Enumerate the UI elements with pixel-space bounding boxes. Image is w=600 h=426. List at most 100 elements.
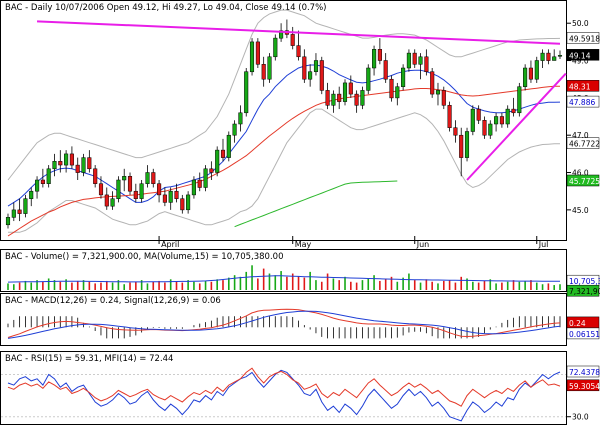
candle	[360, 86, 365, 110]
price-axis-tick-label: 49.0	[572, 57, 589, 66]
volume-tag: 10,705,38	[566, 274, 600, 287]
candle	[406, 49, 411, 72]
candle	[453, 120, 458, 143]
price-tag: 46.7722	[566, 137, 600, 149]
candle	[75, 157, 80, 180]
macd-line	[7, 308, 561, 338]
candle-body	[273, 37, 278, 58]
candle	[557, 50, 563, 60]
candle-body	[453, 127, 458, 136]
candle-body	[157, 183, 162, 196]
candle	[447, 101, 452, 132]
candle-body	[534, 60, 539, 80]
candle-body	[424, 56, 429, 72]
candle	[325, 82, 330, 110]
rsi-panel-frame	[0, 351, 567, 425]
candle	[46, 165, 51, 188]
candle	[69, 146, 74, 169]
candle	[435, 82, 441, 106]
candle	[249, 38, 255, 76]
candle-body	[383, 60, 388, 80]
candle	[226, 131, 231, 162]
candle-body	[342, 82, 348, 102]
volume-tag-text: 10,705,38	[569, 277, 600, 286]
price-tag-text: 46.7722	[569, 140, 600, 149]
candle	[412, 49, 417, 68]
price-panel-title: BAC - Daily 10/07/2006 Open 49.12, Hi 49…	[5, 3, 327, 13]
candle-body	[348, 82, 353, 95]
candle	[534, 56, 539, 83]
candle	[244, 68, 249, 117]
candle	[162, 187, 167, 207]
candle-body	[290, 34, 295, 46]
candle	[157, 180, 162, 203]
candle-body	[528, 67, 533, 80]
candle-body	[406, 52, 411, 69]
candle	[139, 180, 144, 203]
candle	[313, 53, 319, 76]
price-tag-text: 47.886	[569, 98, 595, 107]
month-label: Jul	[538, 240, 549, 249]
candle-body	[145, 172, 150, 184]
candle	[470, 105, 475, 136]
candle-body	[459, 134, 464, 158]
candle-body	[116, 179, 121, 199]
candle-body	[354, 93, 359, 106]
candle	[290, 26, 295, 50]
candle-body	[476, 108, 481, 121]
candle	[116, 176, 121, 203]
candle	[98, 176, 104, 199]
candle-body	[499, 116, 504, 125]
candle-body	[93, 168, 98, 184]
candle	[348, 75, 353, 98]
candle-body	[35, 179, 40, 192]
candle-body	[139, 183, 144, 199]
sma-short-line	[7, 64, 561, 207]
candle-body	[412, 52, 417, 65]
price-tag: 49.5918	[566, 32, 600, 44]
candle-body	[238, 112, 243, 125]
candle	[58, 150, 63, 173]
rsi-tag: 72.4378	[566, 365, 600, 378]
candle-body	[377, 49, 382, 61]
candle-body	[552, 56, 557, 61]
month-label: Jun	[416, 240, 430, 249]
candle-body	[482, 120, 487, 136]
candle	[220, 138, 226, 162]
candle	[191, 176, 196, 199]
candle	[482, 116, 487, 139]
candle-body	[435, 90, 441, 95]
candle-body	[557, 55, 563, 57]
price-tag-text: 49.5918	[569, 34, 600, 43]
candle-body	[319, 60, 324, 91]
candle	[331, 90, 336, 113]
candle	[372, 45, 377, 76]
price-tag-box	[566, 137, 600, 149]
candle-body	[46, 168, 51, 184]
candle-body	[215, 149, 220, 173]
rsi-axis-tick-label: 30.0	[572, 413, 589, 422]
candle	[186, 191, 191, 214]
candle	[40, 168, 45, 188]
rsi-tag-text: 59.3054	[569, 382, 600, 391]
candle	[337, 86, 342, 110]
macd-panel-frame	[0, 293, 567, 346]
candle	[430, 68, 435, 98]
candle	[523, 64, 528, 91]
candle	[267, 53, 272, 83]
candle-body	[517, 86, 522, 114]
candle-body	[203, 168, 208, 188]
candle	[110, 191, 115, 210]
candle-body	[296, 45, 301, 58]
rsi-panel: BAC - RSI(15) = 59.31, MFI(14) = 72.44 3…	[0, 351, 600, 425]
candle-body	[11, 209, 16, 218]
candle-body	[162, 194, 167, 203]
candle	[145, 165, 150, 188]
candle-body	[40, 179, 45, 184]
candle-body	[87, 157, 92, 170]
candle	[273, 34, 278, 61]
candle	[389, 75, 394, 102]
candle	[377, 38, 382, 65]
candle	[540, 49, 545, 68]
